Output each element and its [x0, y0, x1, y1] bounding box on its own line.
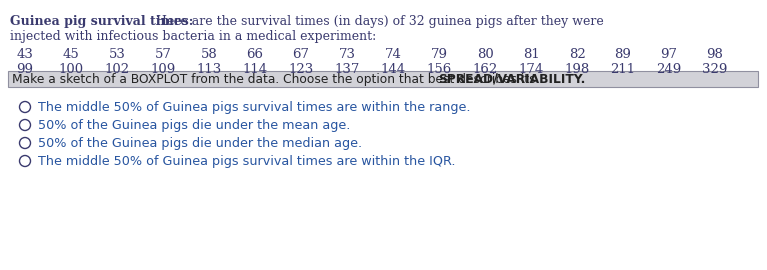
Text: 198: 198	[565, 63, 590, 76]
Text: 102: 102	[104, 63, 130, 76]
Text: 43: 43	[17, 48, 34, 61]
Text: 89: 89	[614, 48, 631, 61]
Text: 156: 156	[426, 63, 452, 76]
Text: 53: 53	[109, 48, 126, 61]
Text: 50% of the Guinea pigs die under the mean age.: 50% of the Guinea pigs die under the mea…	[38, 119, 350, 132]
Text: Here are the survival times (in days) of 32 guinea pigs after they were: Here are the survival times (in days) of…	[152, 15, 604, 28]
Text: The middle 50% of Guinea pigs survival times are within the IQR.: The middle 50% of Guinea pigs survival t…	[38, 155, 455, 168]
Text: The middle 50% of Guinea pigs survival times are within the range.: The middle 50% of Guinea pigs survival t…	[38, 101, 470, 114]
Text: 144: 144	[380, 63, 406, 76]
Text: 73: 73	[338, 48, 355, 61]
Text: 97: 97	[660, 48, 677, 61]
Text: 45: 45	[63, 48, 79, 61]
Text: 114: 114	[242, 63, 268, 76]
Text: 211: 211	[611, 63, 636, 76]
Text: 67: 67	[292, 48, 310, 61]
Text: 81: 81	[522, 48, 539, 61]
Bar	[8, 71, 758, 87]
Text: 162: 162	[472, 63, 498, 76]
Text: 58: 58	[201, 48, 217, 61]
Text: 123: 123	[288, 63, 314, 76]
Text: 137: 137	[334, 63, 360, 76]
Text: 74: 74	[384, 48, 401, 61]
Text: 329: 329	[703, 63, 728, 76]
Text: injected with infectious bacteria in a medical experiment:: injected with infectious bacteria in a m…	[10, 30, 377, 43]
Text: 249: 249	[657, 63, 682, 76]
Text: 82: 82	[568, 48, 585, 61]
Text: SPREAD/VARIABILITY.: SPREAD/VARIABILITY.	[438, 73, 585, 86]
Text: 79: 79	[430, 48, 447, 61]
Text: 57: 57	[155, 48, 172, 61]
Text: 66: 66	[246, 48, 264, 61]
Text: 109: 109	[150, 63, 176, 76]
Text: 100: 100	[58, 63, 84, 76]
Text: 50% of the Guinea pigs die under the median age.: 50% of the Guinea pigs die under the med…	[38, 137, 361, 150]
Text: 98: 98	[706, 48, 723, 61]
Text: 113: 113	[196, 63, 222, 76]
Text: 174: 174	[518, 63, 544, 76]
Text: 80: 80	[476, 48, 493, 61]
Text: Make a sketch of a BOXPLOT from the data. Choose the option that best describes : Make a sketch of a BOXPLOT from the data…	[12, 73, 539, 86]
Text: 99: 99	[17, 63, 34, 76]
Text: Guinea pig survival times:: Guinea pig survival times:	[10, 15, 193, 28]
